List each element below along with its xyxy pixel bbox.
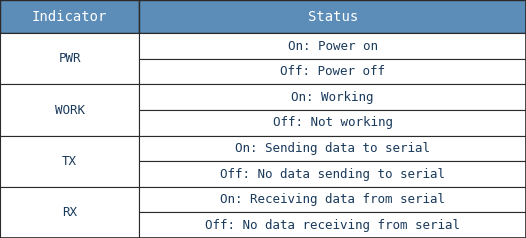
Text: Status: Status [308, 10, 358, 24]
Bar [0, 84, 139, 136]
Bar [139, 136, 526, 161]
Text: Indicator: Indicator [32, 10, 107, 24]
Text: TX: TX [62, 155, 77, 168]
Text: WORK: WORK [55, 104, 85, 117]
Bar [139, 84, 526, 110]
Bar [139, 161, 526, 187]
Text: Off: Not working: Off: Not working [272, 116, 393, 129]
Bar [0, 33, 139, 84]
Bar [0, 187, 139, 238]
Text: RX: RX [62, 206, 77, 219]
Text: Off: No data receiving from serial: Off: No data receiving from serial [205, 219, 460, 232]
Text: Off: Power off: Off: Power off [280, 65, 385, 78]
Bar [139, 110, 526, 136]
Bar [139, 0, 526, 33]
Bar [0, 0, 139, 33]
Bar [0, 136, 139, 187]
Text: On: Receiving data from serial: On: Receiving data from serial [220, 193, 445, 206]
Text: Off: No data sending to serial: Off: No data sending to serial [220, 168, 445, 180]
Bar [139, 33, 526, 59]
Bar [139, 187, 526, 212]
Bar [139, 212, 526, 238]
Text: On: Sending data to serial: On: Sending data to serial [235, 142, 430, 155]
Text: On: Power on: On: Power on [288, 40, 378, 53]
Text: On: Working: On: Working [291, 91, 374, 104]
Bar [139, 59, 526, 84]
Text: PWR: PWR [58, 52, 81, 65]
